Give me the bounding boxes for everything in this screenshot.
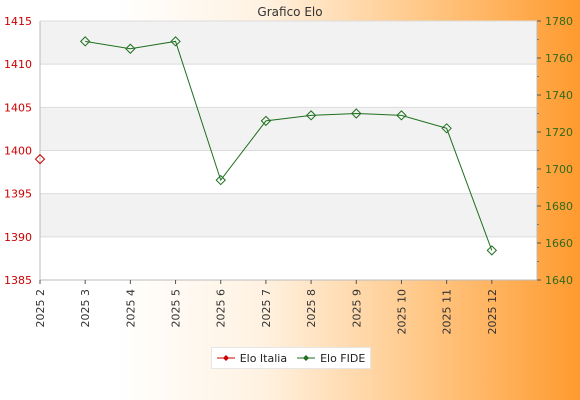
- x-tick-label: 2025 12: [486, 289, 499, 335]
- y-right-tick-label: 1700: [545, 163, 573, 176]
- y-left-tick-label: 1410: [4, 58, 32, 71]
- y-right-tick-label: 1660: [545, 237, 573, 250]
- x-tick-label: 2025 10: [395, 289, 408, 335]
- data-point-elo-fide: [215, 174, 226, 186]
- data-point-elo-fide: [125, 43, 136, 54]
- x-tick-label: 2025 3: [79, 289, 92, 328]
- y-right-tick-label: 1740: [545, 89, 573, 102]
- y-left-tick-label: 1390: [4, 231, 32, 244]
- series-line-elo-fide: [85, 40, 493, 251]
- y-left-tick-label: 1395: [4, 188, 32, 201]
- data-point-elo-fide: [486, 245, 498, 256]
- x-tick-label: 2025 4: [124, 289, 137, 328]
- data-point-elo-fide: [441, 123, 452, 134]
- legend-item-elo-italia: Elo Italia: [216, 351, 288, 365]
- data-point-elo-fide: [79, 36, 91, 47]
- legend: Elo Italia Elo FIDE: [211, 347, 371, 369]
- x-tick-label: 2025 7: [260, 289, 273, 328]
- y-right-tick-label: 1640: [545, 274, 573, 287]
- legend-item-elo-fide: Elo FIDE: [297, 352, 365, 365]
- chart-title: Grafico Elo: [257, 5, 322, 19]
- data-point-elo-fide: [170, 36, 181, 47]
- x-tick-label: 2025 11: [441, 289, 454, 335]
- x-tick-label: 2025 6: [215, 289, 228, 328]
- y-left-tick-label: 1385: [4, 274, 32, 287]
- x-tick-label: 2025 8: [305, 289, 318, 328]
- y-left-tick-label: 1400: [4, 145, 32, 158]
- grid-band: [40, 21, 537, 65]
- y-right-tick-label: 1680: [545, 200, 573, 213]
- data-point-elo-italia: [34, 153, 46, 165]
- legend-marker-elo-italia: [216, 355, 235, 361]
- x-tick-label: 2025 5: [170, 289, 183, 328]
- y-left-tick-label: 1405: [4, 101, 32, 114]
- data-point-elo-fide: [351, 108, 362, 119]
- y-right-tick-label: 1720: [545, 126, 573, 139]
- y-right-tick-label: 1780: [545, 15, 573, 28]
- x-tick-label: 2025 9: [350, 289, 363, 328]
- y-right-tick-label: 1760: [545, 52, 573, 65]
- legend-label-elo-fide: Elo FIDE: [320, 351, 366, 365]
- data-point-elo-fide: [305, 110, 317, 121]
- data-point-elo-fide: [260, 115, 272, 127]
- y-left-tick-label: 1415: [4, 15, 32, 28]
- x-tick-label: 2025 2: [34, 289, 47, 328]
- legend-label-elo-italia: Elo Italia: [239, 351, 288, 365]
- legend-marker-elo-fide: [297, 355, 316, 361]
- grid-band: [40, 107, 537, 151]
- data-point-elo-fide: [396, 110, 407, 121]
- grid-band: [40, 193, 537, 237]
